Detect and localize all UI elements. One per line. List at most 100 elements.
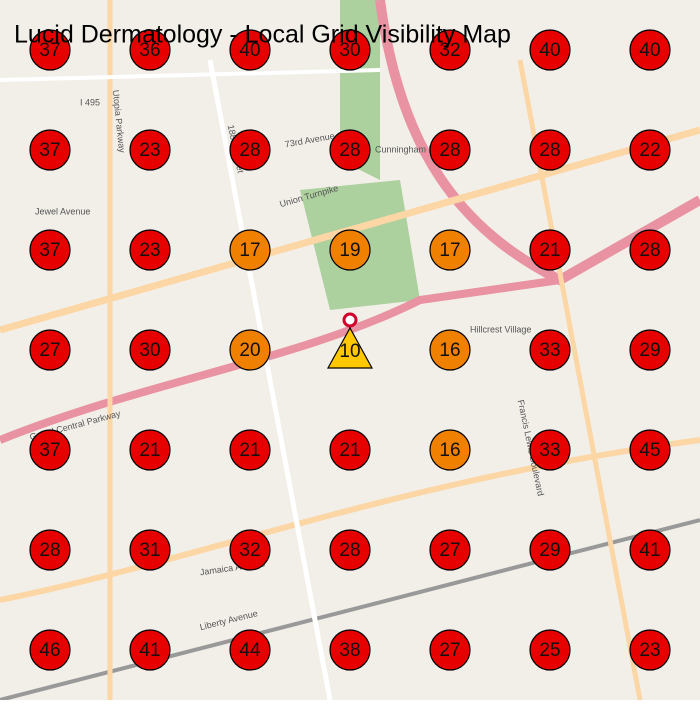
rank-label: 21 <box>539 240 560 261</box>
rank-label: 41 <box>639 540 660 561</box>
rank-marker <box>29 229 71 271</box>
rank-label: 36 <box>139 40 160 61</box>
rank-label: 21 <box>339 440 360 461</box>
rank-marker <box>29 629 71 671</box>
rank-label: 41 <box>139 640 160 661</box>
rank-marker <box>429 29 471 71</box>
rank-label: 23 <box>639 640 660 661</box>
map-label: Cunningham Park <box>375 144 448 154</box>
rank-marker <box>329 129 371 171</box>
rank-marker <box>429 329 471 371</box>
rank-marker <box>429 229 471 271</box>
rank-marker <box>629 329 671 371</box>
rank-marker <box>229 29 271 71</box>
rank-label: 19 <box>339 240 360 261</box>
rank-marker <box>229 529 271 571</box>
rank-marker <box>29 29 71 71</box>
rank-label: 10 <box>339 341 360 362</box>
rank-label: 37 <box>39 40 60 61</box>
rank-label: 20 <box>239 340 260 361</box>
rank-label: 27 <box>39 340 60 361</box>
rank-marker <box>229 629 271 671</box>
rank-label: 45 <box>639 440 660 461</box>
rank-marker <box>129 229 171 271</box>
map-label: Jewel Avenue <box>35 206 90 216</box>
rank-label: 28 <box>539 140 560 161</box>
rank-marker <box>129 129 171 171</box>
rank-marker <box>129 629 171 671</box>
rank-marker <box>129 529 171 571</box>
rank-label: 33 <box>539 340 560 361</box>
rank-marker <box>529 229 571 271</box>
rank-marker <box>629 129 671 171</box>
rank-label: 23 <box>139 240 160 261</box>
rank-label: 28 <box>339 540 360 561</box>
rank-marker <box>629 529 671 571</box>
rank-marker <box>129 329 171 371</box>
road <box>0 68 381 82</box>
rank-marker <box>429 529 471 571</box>
rank-label: 28 <box>639 240 660 261</box>
rank-marker <box>529 629 571 671</box>
rank-label: 17 <box>239 240 260 261</box>
rank-marker <box>429 629 471 671</box>
railway <box>0 518 700 702</box>
map-title: Lucid Dermatology - Local Grid Visibilit… <box>14 21 511 49</box>
rank-label: 29 <box>539 540 560 561</box>
rank-label: 28 <box>439 140 460 161</box>
rank-marker <box>429 429 471 471</box>
rank-marker <box>29 129 71 171</box>
rank-label: 37 <box>39 440 60 461</box>
rank-label: 27 <box>439 640 460 661</box>
rank-marker <box>329 29 371 71</box>
rank-label: 32 <box>439 40 460 61</box>
rank-label: 33 <box>539 440 560 461</box>
rank-label: 40 <box>639 40 660 61</box>
rank-label: 30 <box>139 340 160 361</box>
rank-label: 31 <box>139 540 160 561</box>
rank-marker <box>229 229 271 271</box>
rank-label: 37 <box>39 240 60 261</box>
rank-label: 21 <box>239 440 260 461</box>
rank-marker <box>529 129 571 171</box>
rank-label: 21 <box>139 440 160 461</box>
rank-label: 44 <box>239 640 261 661</box>
rank-marker <box>329 629 371 671</box>
highway <box>0 276 561 444</box>
rank-label: 16 <box>439 440 460 461</box>
rank-marker <box>329 529 371 571</box>
rank-marker <box>229 429 271 471</box>
road <box>207 59 333 701</box>
rank-marker <box>229 329 271 371</box>
rank-label: 29 <box>639 340 660 361</box>
rank-marker <box>629 229 671 271</box>
rank-marker <box>529 529 571 571</box>
rank-marker <box>629 629 671 671</box>
rank-marker <box>29 429 71 471</box>
rank-label: 28 <box>339 140 360 161</box>
rank-label: 22 <box>639 140 660 161</box>
rank-label: 27 <box>439 540 460 561</box>
rank-marker <box>529 329 571 371</box>
rank-label: 32 <box>239 540 260 561</box>
rank-label: 23 <box>139 140 160 161</box>
rank-label: 17 <box>439 240 460 261</box>
rank-label: 46 <box>39 640 60 661</box>
rank-marker <box>329 229 371 271</box>
location-pin <box>342 312 358 328</box>
rank-label: 40 <box>239 40 260 61</box>
rank-marker <box>329 429 371 471</box>
highway <box>375 0 700 286</box>
rank-marker <box>129 429 171 471</box>
rank-marker <box>629 429 671 471</box>
rank-label: 28 <box>239 140 260 161</box>
rank-marker <box>229 129 271 171</box>
grid-markers: 37 36 40 30 32 40 40 37 23 28 28 28 28 22 37 23 17 19 17 21… <box>29 29 671 671</box>
map-label: Hillcrest Village <box>470 324 531 334</box>
rank-label: 25 <box>539 640 560 661</box>
map-label: I 495 <box>80 97 100 107</box>
rank-label: 30 <box>339 40 360 61</box>
center-marker <box>326 326 374 369</box>
rank-marker <box>429 129 471 171</box>
